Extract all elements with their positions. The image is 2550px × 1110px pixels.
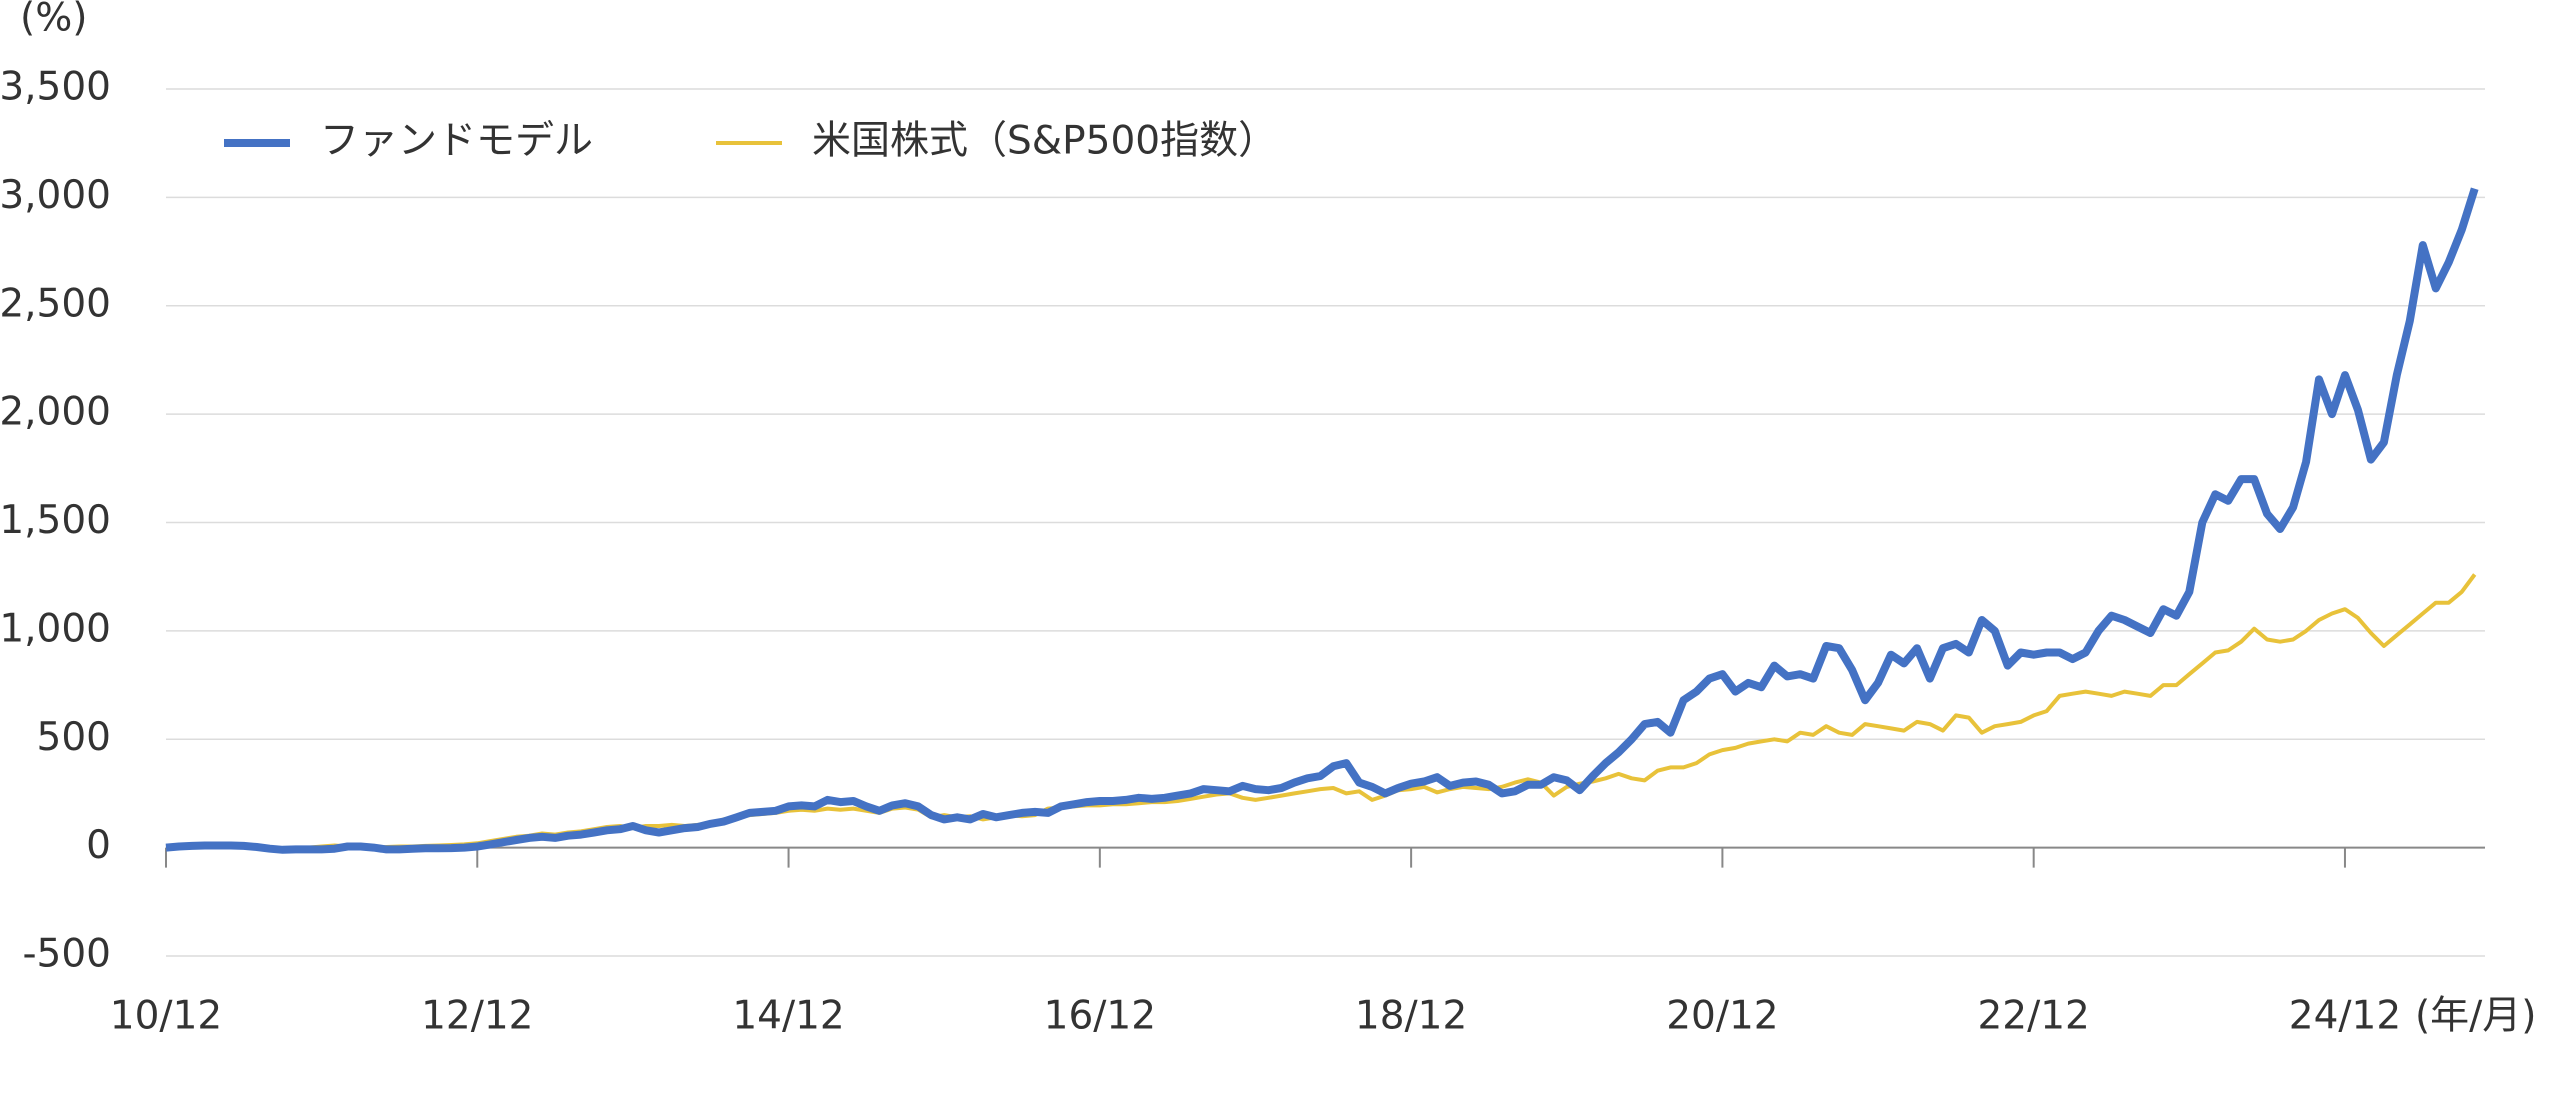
- y-tick-label: 3,500: [0, 65, 111, 110]
- y-tick-label: -500: [22, 932, 111, 977]
- legend-label: ファンドモデル: [320, 119, 593, 164]
- y-tick-label: 2,000: [0, 390, 111, 435]
- x-tick-label: 20/12: [1666, 994, 1778, 1039]
- x-tick-label: 16/12: [1044, 994, 1156, 1039]
- x-tick-label: 10/12: [110, 994, 222, 1039]
- x-tick-label: 14/12: [732, 994, 844, 1039]
- y-tick-label: 0: [86, 823, 111, 868]
- series-line: [165, 187, 2479, 854]
- y-tick-label: 500: [37, 715, 111, 760]
- y-tick-label: 1,500: [0, 498, 111, 543]
- y-axis-label: (%): [20, 0, 88, 41]
- series-line: [165, 573, 2477, 852]
- x-tick-label: 22/12: [1977, 994, 2089, 1039]
- x-tick-label: 12/12: [421, 994, 533, 1039]
- y-tick-label: 3,000: [0, 173, 111, 218]
- y-tick-label: 2,500: [0, 281, 111, 326]
- y-tick-label: 1,000: [0, 606, 111, 651]
- x-tick-label: 24/12: [2289, 994, 2401, 1039]
- x-axis-label: (年/月): [2415, 994, 2537, 1039]
- legend-label: 米国株式（S&P500指数）: [812, 119, 1277, 164]
- x-tick-label: 18/12: [1355, 994, 1467, 1039]
